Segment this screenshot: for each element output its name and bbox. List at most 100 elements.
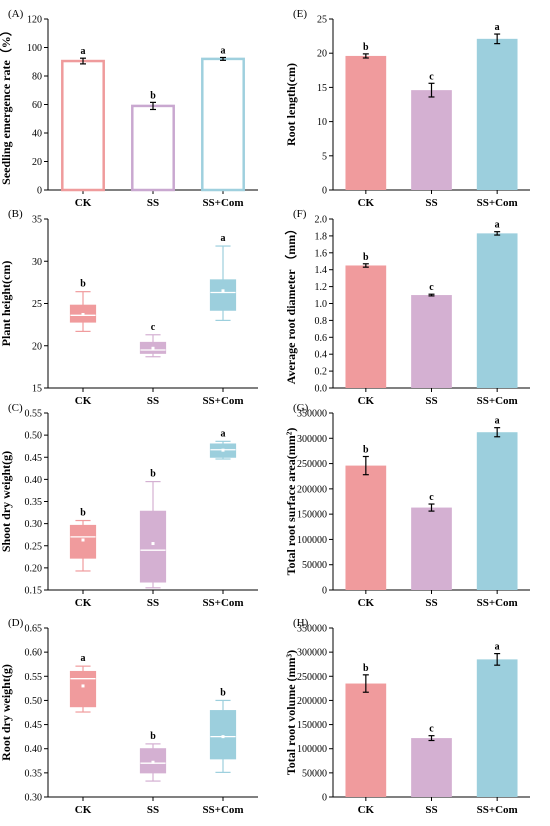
significance-letter: a [495,220,500,231]
y-axis-title: Root dry weight(g) [0,664,13,761]
significance-letter: b [363,663,369,674]
mean-marker [221,289,225,293]
y-tick-label: 100000 [297,744,327,755]
y-axis-title: Total root volume (mm³) [284,650,298,775]
y-tick-label: 60 [32,100,42,111]
y-tick-label: 0.15 [25,586,43,597]
significance-letter: c [429,71,434,82]
significance-letter: b [220,687,226,698]
mean-marker [81,684,85,688]
y-axis-title: Seedling emergence rate（%） [0,24,13,185]
significance-letter: c [429,724,434,735]
mean-marker [151,760,155,764]
x-tick-label: CK [358,804,375,816]
box [209,279,237,311]
bar [476,233,518,388]
panel-label: (G) [293,402,309,414]
y-tick-label: 10 [317,117,327,128]
bar [476,38,518,190]
y-tick-label: 1.4 [315,265,328,276]
y-axis-title: Plant height(cm) [0,261,13,347]
y-tick-label: 20 [32,157,42,168]
y-tick-label: 100000 [297,535,327,546]
y-tick-label: 0.55 [25,672,43,683]
significance-letter: b [150,90,156,101]
y-tick-label: 0.4 [315,350,328,361]
x-tick-label: CK [75,197,92,209]
y-tick-label: 1.6 [315,248,328,259]
significance-letter: b [363,444,369,455]
significance-letter: b [80,508,86,519]
x-tick-label: CK [358,597,375,609]
panel-label: (A) [8,8,24,20]
significance-letter: a [495,416,500,427]
y-tick-label: 0 [322,186,327,197]
box [69,670,97,708]
y-tick-label: 50000 [302,560,327,571]
y-tick-label: 0.20 [25,563,43,574]
panel-label: (C) [8,402,23,414]
panel-label: (B) [8,208,23,220]
x-tick-label: SS [425,395,437,407]
y-tick-label: 0.55 [25,409,43,420]
x-tick-label: SS+Com [477,597,518,609]
y-tick-label: 15 [317,83,327,94]
x-tick-label: SS+Com [477,395,518,407]
y-tick-label: 100 [27,43,42,54]
y-tick-label: 350000 [297,409,327,420]
y-tick-label: 2.0 [315,215,328,226]
panel-b: 15 20 25 30 35 CK SS SS+Com (B) Plant height(cm) b… [0,208,258,407]
panel-label: (H) [293,617,309,629]
y-tick-label: 0.25 [25,541,43,552]
bar [476,659,518,797]
significance-letter: a [221,45,226,56]
y-tick-label: 150000 [297,720,327,731]
y-tick-label: 0.50 [25,431,43,442]
y-tick-label: 0.40 [25,744,43,755]
y-tick-label: 0.35 [25,768,43,779]
y-tick-label: 0.40 [25,475,43,486]
panel-f: 0.0 0.2 0.4 0.6 0.8 1.0 1.2 1.4 1.6 1.8 2.0 CK SS SS+… [283,208,530,407]
significance-letter: c [151,322,156,333]
significance-letter: b [363,252,369,263]
significance-letter: a [81,653,86,664]
significance-letter: b [150,469,156,480]
y-tick-label: 250000 [297,672,327,683]
y-tick-label: 150000 [297,510,327,521]
bar [61,59,105,192]
bar [345,683,387,797]
y-tick-label: 0.35 [25,497,43,508]
y-axis-title: Shoot dry weight(g) [0,451,13,552]
y-tick-label: 200000 [297,696,327,707]
panel-c: 0.15 0.20 0.25 0.30 0.35 0.40 0.45 0.50 0.55 CK SS… [0,402,258,609]
mean-marker [151,542,155,546]
panel-e: 0 5 10 15 20 25 CK SS SS+Com (E) Root length(cm) b c… [284,8,530,209]
significance-letter: c [429,282,434,293]
y-tick-label: 0.6 [315,333,328,344]
y-tick-label: 200000 [297,484,327,495]
y-tick-label: 0.60 [25,648,43,659]
mean-marker [221,448,225,452]
x-tick-label: SS+Com [202,804,243,816]
bar [411,507,452,590]
y-tick-label: 0.45 [25,453,43,464]
panel-label: (F) [293,208,307,220]
y-tick-label: 0.50 [25,696,43,707]
x-tick-label: CK [358,197,375,209]
y-tick-label: 30 [32,257,42,268]
y-tick-label: 120 [27,15,42,26]
y-tick-label: 0.65 [25,624,43,635]
bar [345,265,387,388]
x-tick-label: CK [75,597,92,609]
y-tick-label: 250000 [297,459,327,470]
panel-label: (D) [8,617,24,629]
bar [411,295,452,388]
x-tick-label: SS+Com [202,197,243,209]
x-tick-label: SS+Com [202,395,243,407]
y-tick-label: 20 [32,341,42,352]
y-tick-label: 0.30 [25,519,43,530]
panel-h: 0 50000 100000 150000 200000 250000 300000 3500… [284,617,530,816]
x-tick-label: SS+Com [477,804,518,816]
